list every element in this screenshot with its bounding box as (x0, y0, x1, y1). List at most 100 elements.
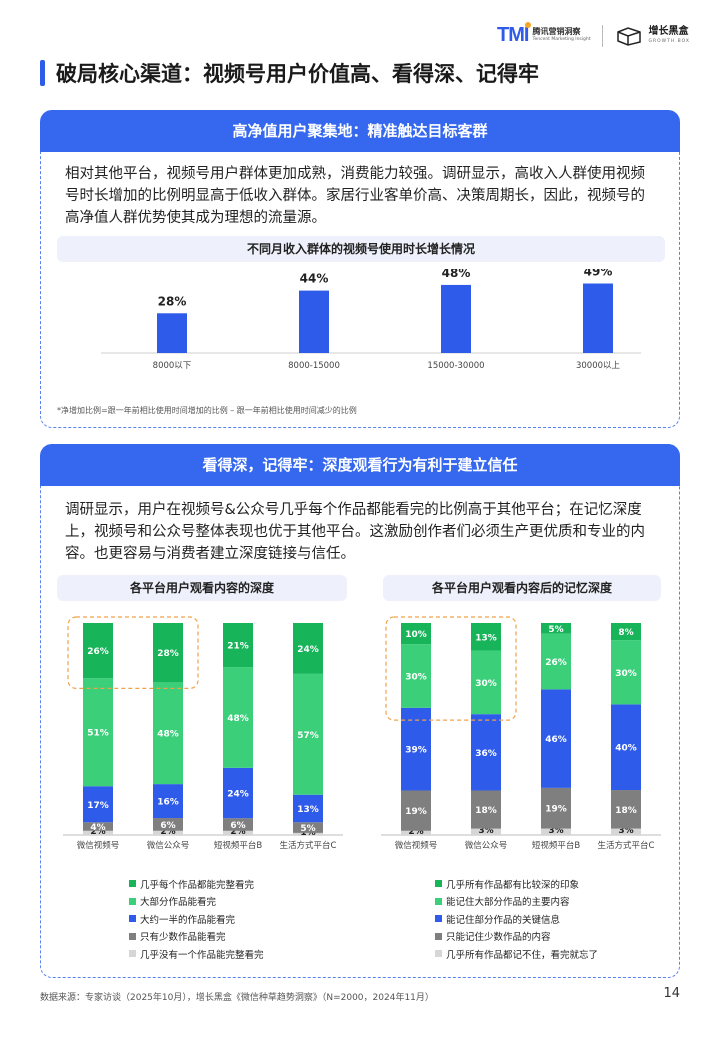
stacked-segment (401, 644, 431, 708)
income-category-label: 15000-30000 (427, 361, 484, 371)
section-high-value-users: 高净值用户聚集地：精准触达目标客群 相对其他平台，视频号用户群体更加成熟，消费能… (40, 110, 680, 428)
stacked-segment (401, 623, 431, 645)
growth-box-name-en: GROWTH BOX (648, 38, 690, 44)
segment-value-label: 10% (405, 630, 427, 640)
income-bar (157, 313, 187, 353)
section1-body: 相对其他平台，视频号用户群体更加成熟，消费能力较强。调研显示，高收入人群使用视频… (65, 166, 645, 226)
stacked-segment (153, 818, 183, 831)
segment-value-label: 30% (615, 669, 637, 679)
legend-swatch (435, 915, 442, 923)
segment-value-label: 8% (618, 628, 633, 638)
stacked-segment (153, 623, 183, 683)
stacked-segment (401, 707, 431, 791)
segment-value-label: 5% (548, 625, 563, 635)
legend-item: 能记住大部分作品的主要内容 (435, 893, 598, 911)
stacked-segment (83, 786, 113, 823)
legend-item: 只有少数作品能看完 (129, 928, 264, 946)
stacked-segment (611, 704, 641, 791)
segment-value-label: 24% (227, 790, 249, 800)
page-number: 14 (663, 986, 680, 1001)
income-bar-value-label: 48% (442, 269, 471, 280)
segment-value-label: 19% (405, 807, 427, 817)
segment-value-label: 57% (297, 731, 319, 741)
legend-label: 几乎所有作品都有比较深的印象 (446, 879, 580, 891)
legend-label: 几乎没有一个作品能完整看完 (140, 949, 264, 961)
segment-value-label: 1% (300, 828, 315, 838)
segment-value-label: 21% (227, 642, 249, 652)
stacked-segment (541, 623, 571, 634)
stacked-segment (223, 818, 253, 831)
stacked-segment (611, 623, 641, 641)
stacked-segment (223, 623, 253, 668)
legend-swatch (435, 950, 442, 958)
platform-category-label: 微信公众号 (465, 840, 508, 851)
segment-value-label: 13% (475, 633, 497, 643)
legend-swatch (435, 932, 442, 940)
stacked-segment (611, 640, 641, 705)
legend-swatch (129, 880, 136, 888)
legend-label: 大约一半的作品能看完 (140, 914, 236, 926)
segment-value-label: 3% (548, 826, 563, 836)
segment-value-label: 2% (230, 827, 245, 837)
legend-item: 几乎每个作品都能完整看完 (129, 875, 264, 893)
segment-value-label: 3% (478, 826, 493, 836)
platform-category-label: 生活方式平台C (598, 840, 655, 851)
growth-box-logo: 增长黑盒 GROWTH BOX (615, 26, 690, 46)
legend-label: 几乎每个作品都能完整看完 (140, 879, 255, 891)
viewing-depth-legend: 几乎每个作品都能完整看完 大部分作品能看完大约一半的作品能看完只有少数作品能看完几… (129, 875, 264, 963)
stacked-segment (611, 828, 641, 835)
section1-header: 高净值用户聚集地：精准触达目标客群 (40, 110, 680, 152)
platform-category-label: 短视频平台B (532, 840, 581, 851)
segment-value-label: 30% (405, 673, 427, 683)
legend-item: 几乎所有作品都记不住，看完就忘了 (435, 945, 598, 963)
segment-value-label: 39% (405, 746, 427, 756)
income-bar (583, 283, 613, 353)
legend-item: 大约一半的作品能看完 (129, 910, 264, 928)
legend-label: 几乎所有作品都记不住，看完就忘了 (446, 949, 599, 961)
stacked-segment (293, 794, 323, 823)
segment-value-label: 51% (87, 729, 109, 739)
logo-divider (602, 24, 604, 47)
memory-depth-chart-title: 各平台用户观看内容后的记忆深度 (383, 575, 661, 601)
legend-item: 能记住部分作品的关键信息 (435, 910, 598, 928)
stacked-segment (541, 828, 571, 835)
segment-value-label: 48% (227, 714, 249, 724)
segment-value-label: 3% (618, 826, 633, 836)
stacked-segment (401, 790, 431, 831)
income-bar (441, 284, 471, 353)
platform-category-label: 生活方式平台C (280, 840, 337, 851)
income-category-label: 8000以下 (153, 361, 192, 371)
platform-category-label: 微信视频号 (395, 840, 438, 851)
stacked-segment (223, 830, 253, 835)
stacked-segment (471, 790, 501, 829)
tmi-logo: TMI 腾讯营销洞察 Tencent Marketing Insight (497, 22, 590, 47)
stacked-segment (153, 682, 183, 785)
segment-value-label: 6% (230, 821, 245, 831)
stacked-segment (83, 678, 113, 787)
segment-value-label: 2% (90, 827, 105, 837)
wechat-highlight-box (385, 616, 517, 721)
income-category-label: 30000以上 (576, 361, 621, 371)
stacked-segment (471, 650, 501, 715)
growth-box-name-cn: 增长黑盒 (648, 25, 689, 37)
tmi-mark: TMI (497, 22, 532, 47)
stacked-segment (471, 623, 501, 651)
segment-value-label: 17% (87, 801, 109, 811)
legend-label: 能记住大部分作品的主要内容 (446, 897, 570, 909)
platform-category-label: 短视频平台B (214, 840, 263, 851)
segment-value-label: 30% (475, 679, 497, 689)
stacked-segment (293, 623, 323, 674)
income-growth-bar-chart: 28% 8000以下 44% 8000-15000 48% 15000-30000 49% 3… (101, 269, 641, 371)
segment-value-label: 26% (87, 647, 109, 657)
legend-label: 能记住部分作品的关键信息 (446, 914, 561, 926)
income-bar (299, 290, 329, 353)
segment-value-label: 4% (90, 823, 105, 833)
segment-value-label: 16% (157, 798, 179, 808)
section2-body: 调研显示，用户在视频号&公众号几乎每个作品都能看完的比例高于其他平台；在记忆深度… (65, 502, 645, 562)
legend-label: 大部分作品能看完 (140, 897, 217, 909)
segment-value-label: 40% (615, 744, 637, 754)
stacked-segment (541, 787, 571, 829)
segment-value-label: 18% (615, 806, 637, 816)
segment-value-label: 48% (157, 730, 179, 740)
segment-value-label: 36% (475, 749, 497, 759)
